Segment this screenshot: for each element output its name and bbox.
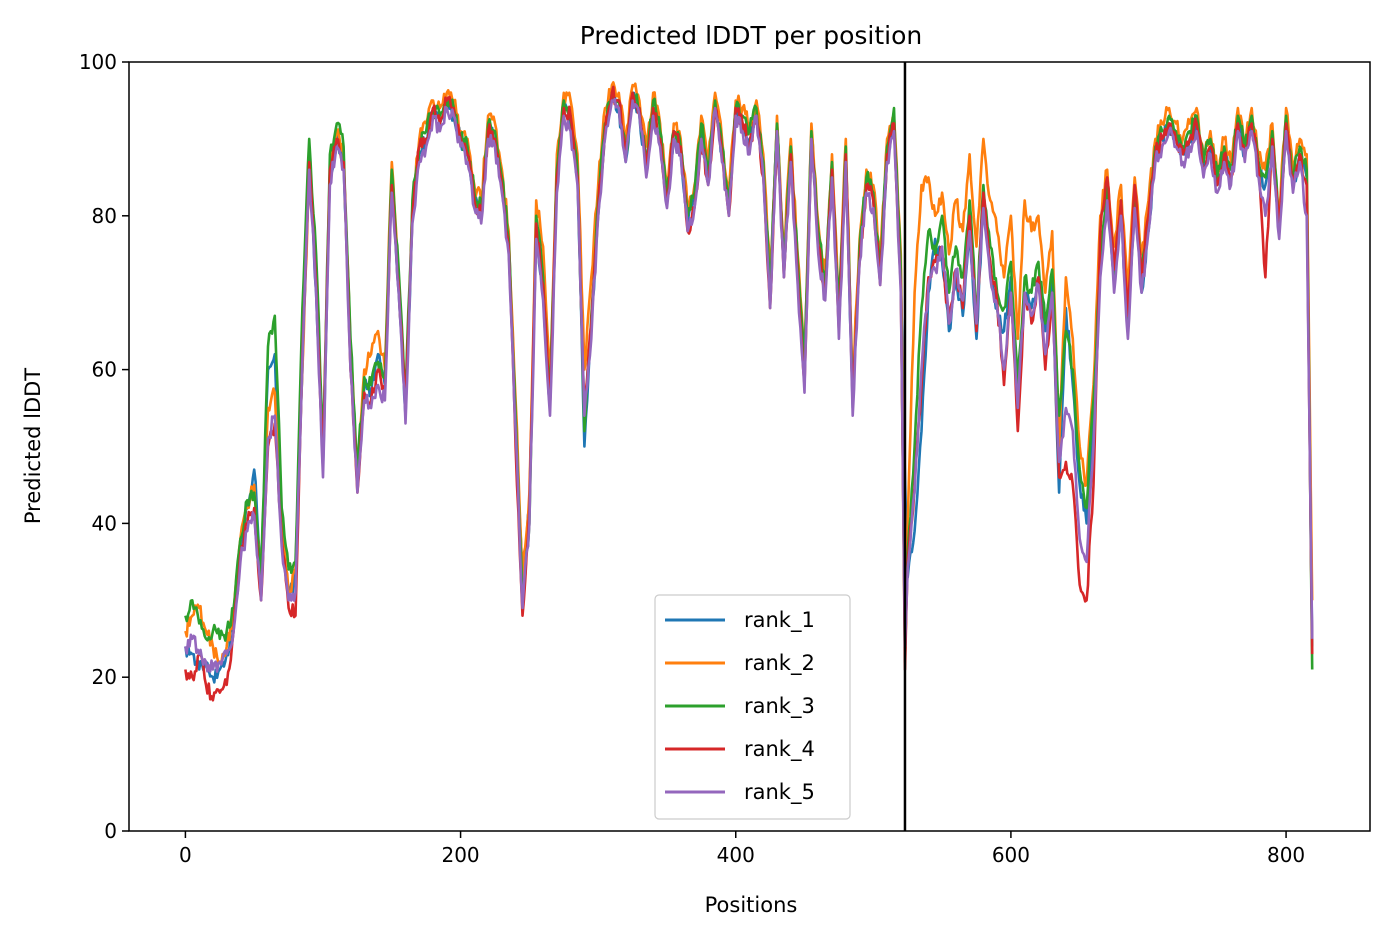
series-line-rank_5 xyxy=(184,97,1314,673)
legend: rank_1 rank_2 rank_3 rank_4 rank_5 xyxy=(654,594,851,820)
y-tick-label: 40 xyxy=(92,511,117,535)
legend-label: rank_4 xyxy=(744,737,815,762)
y-tick-label: 0 xyxy=(104,819,117,843)
plot-frame xyxy=(128,61,1371,832)
x-tick-label: 0 xyxy=(179,843,192,867)
series-line-rank_2 xyxy=(184,81,1314,666)
y-tick-label: 80 xyxy=(92,204,117,228)
series-line-rank_1 xyxy=(184,91,1314,684)
x-tick-label: 400 xyxy=(717,843,755,867)
x-axis-ticks: 0 200 400 600 800 xyxy=(179,831,1305,867)
x-tick-label: 200 xyxy=(441,843,479,867)
legend-box xyxy=(654,594,851,820)
y-tick-label: 60 xyxy=(92,358,117,382)
legend-label: rank_1 xyxy=(744,608,815,633)
series-layer xyxy=(184,81,1314,702)
y-axis-label: Predicted lDDT xyxy=(21,368,45,524)
x-tick-label: 600 xyxy=(992,843,1030,867)
legend-label: rank_5 xyxy=(744,780,815,805)
series-line-rank_3 xyxy=(184,91,1314,670)
y-tick-label: 100 xyxy=(79,50,117,74)
legend-label: rank_2 xyxy=(744,651,815,676)
x-tick-label: 800 xyxy=(1267,843,1305,867)
x-axis-label: Positions xyxy=(705,893,798,917)
y-tick-label: 20 xyxy=(92,665,117,689)
legend-label: rank_3 xyxy=(744,694,815,719)
chart-title: Predicted lDDT per position xyxy=(580,21,922,50)
y-axis-ticks: 0 20 40 60 80 100 xyxy=(79,50,129,843)
